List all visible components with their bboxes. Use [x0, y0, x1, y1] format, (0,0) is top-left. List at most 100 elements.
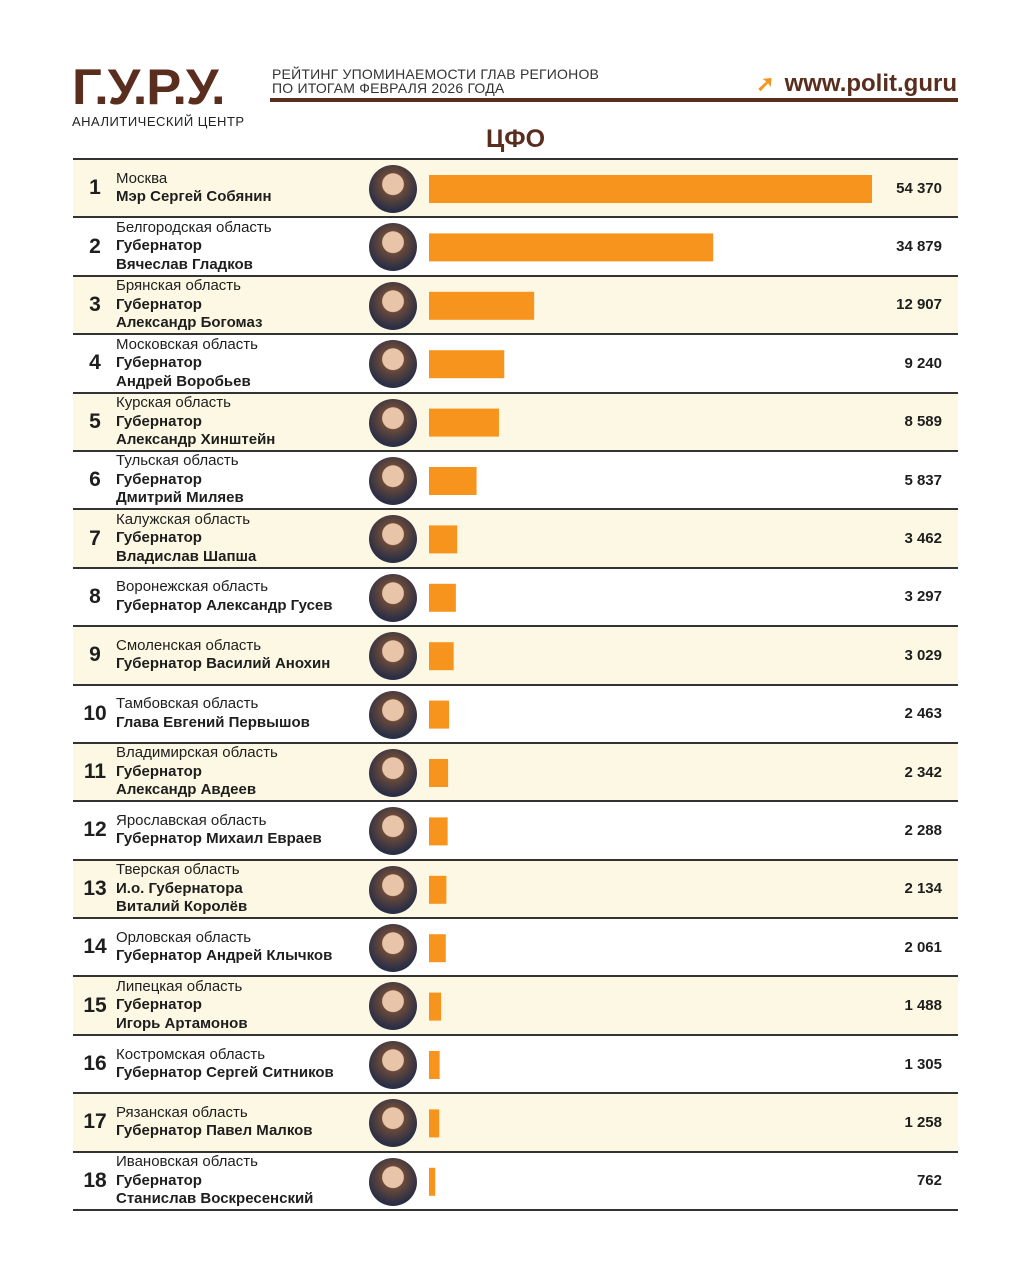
table-row: 3 Брянская область Губернатор Александр Бо… — [73, 276, 958, 336]
region-name: Московская область — [116, 335, 258, 353]
table-row: 6 Тульская область Губернатор Дмитрий Миля… — [73, 452, 958, 511]
table-row: 10 Тамбовская область Глава Евгений Первы… — [73, 686, 958, 744]
rank: 10 — [83, 701, 107, 725]
rank: 9 — [89, 643, 101, 667]
rank: 11 — [83, 760, 107, 784]
rank: 5 — [89, 409, 101, 433]
official-name: Мэр Сергей Собянин — [116, 188, 272, 206]
region-name: Москва — [116, 169, 168, 187]
rank: 6 — [89, 468, 101, 492]
official-name: Игорь Артамонов — [116, 1014, 248, 1032]
name-block: Воронежская область Губернатор Александр … — [116, 569, 333, 625]
name-block: Рязанская область Губернатор Павел Малков — [116, 1094, 313, 1150]
value-label: 1 488 — [904, 997, 942, 1015]
avatar — [369, 632, 417, 681]
official-name: Губернатор — [116, 354, 202, 372]
table-row: 8 Воронежская область Губернатор Александ… — [73, 569, 958, 628]
table-row: 13 Тверская область И.о. Губернатора Витал… — [73, 860, 958, 920]
rank: 14 — [83, 935, 107, 959]
rank: 7 — [89, 526, 101, 550]
avatar — [369, 1040, 417, 1089]
official-name: Владислав Шапша — [116, 547, 257, 565]
official-name: Губернатор — [116, 295, 202, 313]
region-name: Тамбовская область — [116, 695, 259, 713]
region-name: Ивановская область — [116, 1153, 258, 1171]
value-label: 2 061 — [904, 938, 942, 956]
value-label: 762 — [916, 1172, 942, 1190]
name-block: Тульская область Губернатор Дмитрий Миляев — [116, 452, 244, 508]
official-name: Губернатор — [116, 470, 202, 488]
header-divider — [270, 98, 958, 102]
site-url[interactable]: www.polit.guru — [784, 70, 957, 97]
table-row: 17 Рязанская область Губернатор Павел Мал… — [73, 1094, 958, 1153]
rank: 1 — [89, 176, 101, 200]
value-label: 2 463 — [904, 705, 942, 723]
rank: 8 — [89, 584, 101, 608]
value-label: 2 134 — [904, 880, 942, 898]
region-name: Рязанская область — [116, 1103, 248, 1121]
name-block: Тамбовская область Глава Евгений Первышов — [116, 686, 310, 742]
region-name: Курская область — [116, 394, 231, 411]
table-row: 16 Костромская область Губернатор Сергей … — [73, 1036, 958, 1095]
avatar — [369, 748, 417, 797]
official-name: Губернатор — [116, 762, 202, 780]
avatar — [369, 573, 417, 622]
table-row: 14 Орловская область Губернатор Андрей Кл… — [73, 919, 958, 978]
official-name: Александр Авдеев — [116, 781, 257, 799]
value-label: 3 029 — [904, 646, 942, 664]
region-name: Воронежская область — [116, 578, 269, 596]
region-name: Смоленская область — [116, 636, 262, 654]
table-row: 9 Смоленская область Губернатор Василий А… — [73, 627, 958, 686]
name-block: Тверская область И.о. Губернатора Виталий … — [116, 861, 247, 917]
table-row: 12 Ярославская область Губернатор Михаил … — [73, 802, 958, 861]
official-name: Александр Хинштейн — [116, 431, 276, 448]
report-title-line-1: РЕЙТИНГ УПОМИНАЕМОСТИ ГЛАВ РЕГИОНОВ — [272, 66, 600, 82]
official-name: Губернатор — [116, 529, 202, 547]
rank: 18 — [83, 1168, 107, 1192]
value-label: 3 297 — [904, 588, 942, 606]
rank: 4 — [89, 351, 101, 375]
official-name: Губернатор Андрей Клычков — [116, 947, 333, 965]
name-block: Орловская область Губернатор Андрей Клычк… — [116, 919, 332, 975]
name-block: Калужская область Губернатор Владислав Шап… — [116, 510, 256, 566]
value-label: 9 240 — [904, 354, 942, 372]
name-block: Ивановская область Губернатор Станислав Во… — [116, 1153, 313, 1209]
avatar — [369, 690, 417, 739]
avatar — [369, 807, 417, 856]
avatar — [369, 1157, 417, 1206]
value-label: 2 342 — [904, 763, 942, 781]
value-label: 12 907 — [896, 296, 942, 314]
official-name: Губернатор — [116, 996, 202, 1014]
rank: 12 — [83, 818, 107, 842]
official-name: Губернатор Александр Гусев — [116, 596, 333, 614]
avatar — [369, 924, 417, 973]
site-link[interactable]: ➚ www.polit.guru — [756, 70, 957, 98]
official-name: Вячеслав Гладков — [116, 255, 253, 273]
value-label: 1 258 — [904, 1113, 942, 1131]
region-name: Калужская область — [116, 510, 251, 528]
logo-subtitle: АНАЛИТИЧЕСКИЙ ЦЕНТР — [72, 114, 245, 129]
rank: 17 — [83, 1110, 107, 1134]
rank: 3 — [89, 292, 101, 316]
name-block: Липецкая область Губернатор Игорь Артамоно… — [116, 977, 248, 1033]
official-name: Губернатор Михаил Евраев — [116, 830, 322, 848]
rank: 15 — [83, 993, 107, 1017]
avatar — [369, 982, 417, 1031]
value-label: 34 879 — [896, 238, 942, 256]
official-name: Глава Евгений Первышов — [116, 713, 310, 731]
name-block: Смоленская область Губернатор Василий Ано… — [116, 627, 330, 683]
table-row: 15 Липецкая область Губернатор Игорь Артам… — [73, 977, 958, 1036]
official-name: Губернатор Василий Анохин — [116, 655, 331, 673]
official-name: Губернатор Павел Малков — [116, 1122, 313, 1140]
region-name: Тульская область — [116, 452, 239, 470]
region-name: Ярославская область — [116, 811, 267, 829]
region-name: Орловская область — [116, 928, 252, 946]
official-name: Губернатор Сергей Ситников — [116, 1064, 334, 1082]
official-name: Станислав Воскресенский — [116, 1190, 314, 1208]
table-row: 4 Московская область Губернатор Андрей Вор… — [73, 335, 958, 394]
value-label: 2 288 — [904, 821, 942, 839]
official-name: Виталий Королёв — [116, 898, 248, 916]
ranking-table: 1 Москва Мэр Сергей Собянин 54 370 2 Белго… — [73, 158, 958, 1212]
value-label: 1 305 — [904, 1055, 942, 1073]
region-name: Белгородская область — [116, 218, 272, 236]
